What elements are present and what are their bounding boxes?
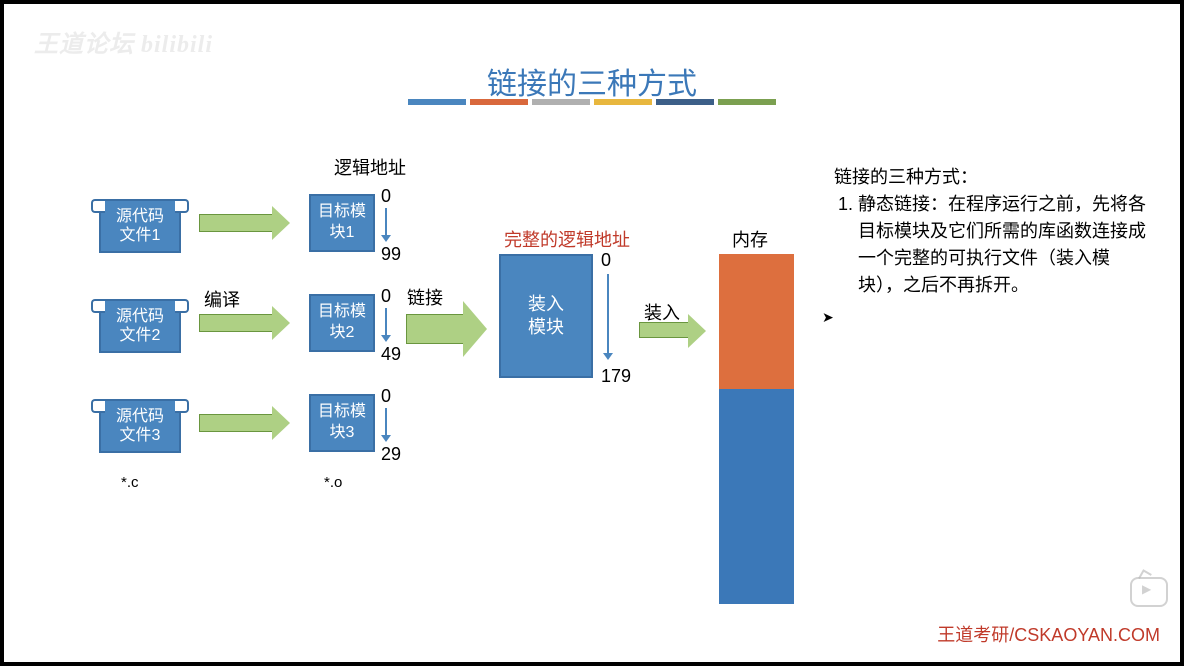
label-memory: 内存: [732, 226, 768, 252]
target-box-3: 目标模块3: [309, 394, 375, 452]
target-box-1: 目标模块1: [309, 194, 375, 252]
label-src-ext: *.c: [121, 474, 139, 491]
target-box-2: 目标模块2: [309, 294, 375, 352]
cursor-icon: ➤: [822, 309, 834, 326]
load-range-start: 0: [601, 250, 611, 271]
range-start: 0: [381, 386, 391, 407]
range-start: 0: [381, 186, 391, 207]
footer-credit: 王道考研/CSKAOYAN.COM: [937, 621, 1160, 647]
label-obj-ext: *.o: [324, 474, 342, 491]
range-start: 0: [381, 286, 391, 307]
desc-heading: 链接的三种方式：: [834, 164, 1154, 191]
range-end: 49: [381, 344, 401, 365]
title-underline: [408, 99, 776, 105]
arrow-load: [639, 322, 689, 338]
underline-seg: [718, 99, 776, 105]
range-arrow: [385, 308, 387, 336]
slide-title: 链接的三种方式: [4, 59, 1180, 103]
underline-seg: [532, 99, 590, 105]
range-end: 99: [381, 244, 401, 265]
watermark-text: 王道论坛 bilibili: [34, 24, 213, 59]
memory-block-free: [719, 389, 794, 604]
load-range-end: 179: [601, 366, 631, 387]
underline-seg: [594, 99, 652, 105]
underline-seg: [408, 99, 466, 105]
arrow-link: [406, 314, 464, 344]
underline-seg: [656, 99, 714, 105]
source-box-3: 源代码文件3: [99, 399, 181, 453]
label-logic-addr: 逻辑地址: [334, 154, 406, 180]
source-box-1: 源代码文件1: [99, 199, 181, 253]
load-range-arrow: [607, 274, 609, 354]
label-link: 链接: [407, 284, 443, 310]
source-box-2: 源代码文件2: [99, 299, 181, 353]
tv-icon: [1130, 577, 1168, 607]
range-arrow: [385, 408, 387, 436]
underline-seg: [470, 99, 528, 105]
desc-item-1: 静态链接：在程序运行之前，先将各目标模块及它们所需的库函数连接成一个完整的可执行…: [858, 191, 1154, 299]
label-full-logic-addr: 完整的逻辑地址: [504, 226, 630, 252]
arrow-compile-3: [199, 414, 273, 432]
arrow-compile-1: [199, 214, 273, 232]
memory-block-loaded: [719, 254, 794, 389]
label-compile: 编译: [204, 286, 240, 312]
load-module-box: 装入模块: [499, 254, 593, 378]
range-end: 29: [381, 444, 401, 465]
slide-canvas: 王道论坛 bilibili 链接的三种方式 逻辑地址 编译 链接 装入 内存 完…: [4, 4, 1180, 662]
description-block: 链接的三种方式： 静态链接：在程序运行之前，先将各目标模块及它们所需的库函数连接…: [834, 164, 1154, 299]
range-arrow: [385, 208, 387, 236]
arrow-compile-2: [199, 314, 273, 332]
